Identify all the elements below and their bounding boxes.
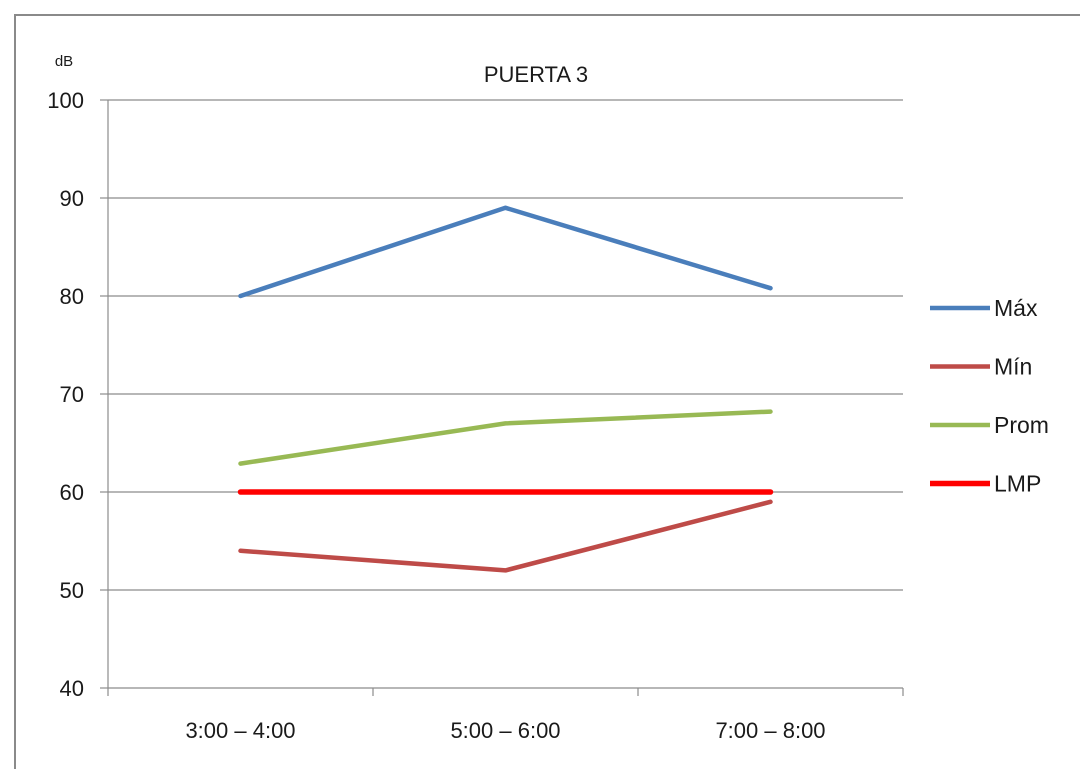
gridlines [108,99,903,591]
y-tick-label: 50 [60,578,84,603]
legend: Máx Mín Prom LMP [930,295,1049,497]
series-line-2 [238,409,773,466]
series-line-1 [238,499,773,573]
x-tick-label: 7:00 – 8:00 [715,718,825,743]
y-tick-label: 60 [60,480,84,505]
x-axis-ticks: 3:00 – 4:00 5:00 – 6:00 7:00 – 8:00 [107,688,904,743]
y-axis-ticks: 40 50 60 70 80 90 100 [47,88,108,701]
chart-title: PUERTA 3 [484,62,588,87]
y-tick-label: 90 [60,186,84,211]
legend-label: Máx [994,295,1038,321]
y-tick-label: 100 [47,88,84,113]
series-line-0 [238,205,773,299]
y-tick-label: 40 [60,676,84,701]
y-tick-label: 70 [60,382,84,407]
x-tick-label: 5:00 – 6:00 [450,718,560,743]
series-lines [237,205,774,573]
legend-label: Prom [994,412,1049,438]
x-tick-label: 3:00 – 4:00 [185,718,295,743]
legend-label: Mín [994,354,1032,380]
y-axis-unit-label: dB [55,53,73,70]
chart-frame [14,14,1080,769]
legend-label: LMP [994,471,1041,497]
y-tick-label: 80 [60,284,84,309]
